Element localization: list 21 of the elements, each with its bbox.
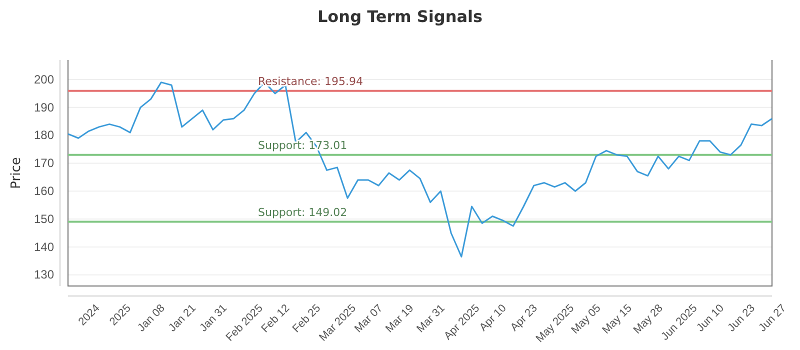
x-tick-label: Jan 08 <box>136 302 168 334</box>
x-tick-label: May 15 <box>600 302 634 336</box>
x-tick-label: Jan 31 <box>198 302 230 334</box>
ref-line-label: Resistance: 195.94 <box>258 74 363 88</box>
y-tick-label: 160 <box>34 184 54 198</box>
x-tick-label: Feb 25 <box>290 302 324 336</box>
y-tick-label: 150 <box>34 212 54 226</box>
x-tick-label: Jun 27 <box>756 302 789 334</box>
y-tick-label: 180 <box>34 128 54 142</box>
y-tick-label: 130 <box>34 268 54 282</box>
x-tick-label: Jun 23 <box>726 302 758 334</box>
x-tick-label: Mar 19 <box>384 302 416 336</box>
y-tick-label: 170 <box>34 156 54 170</box>
y-tick-label: 140 <box>34 240 54 254</box>
ref-line-label: Support: 149.02 <box>258 206 348 219</box>
chart-title: Long Term Signals <box>317 7 483 26</box>
x-tick-label: Jan 21 <box>166 302 198 334</box>
y-tick-label: 200 <box>34 72 54 86</box>
y-axis-title: Price <box>9 157 24 189</box>
y-tick-label: 190 <box>34 100 54 114</box>
x-tick-label: Apr 23 <box>508 302 540 334</box>
